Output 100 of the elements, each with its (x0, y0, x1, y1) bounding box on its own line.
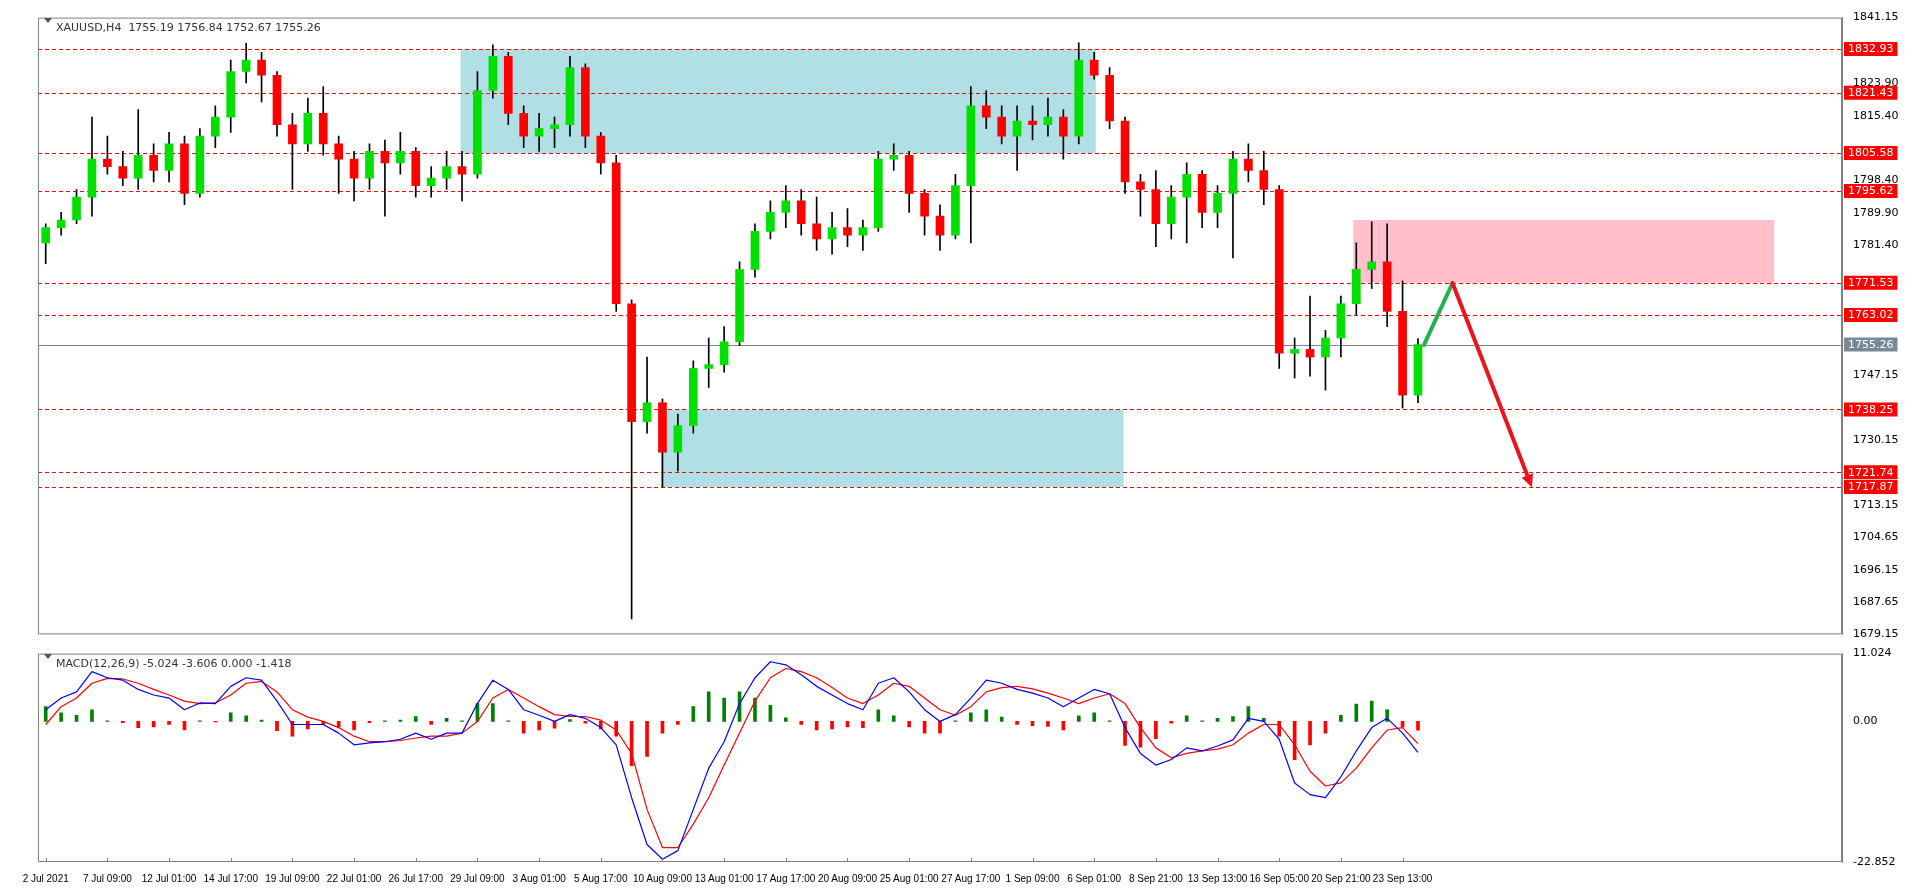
x-tick-label: 2 Jul 2021 (22, 872, 70, 884)
y-tick-label: 1815.40 (1853, 108, 1899, 122)
bar (691, 706, 696, 722)
x-tick-label: 13 Sep 13:00 (1187, 872, 1248, 884)
ref-line-label: 1805.58 (1848, 146, 1894, 160)
x-tick-label: 7 Jul 09:00 (82, 872, 133, 884)
x-tick-label: 25 Aug 01:00 (879, 872, 940, 884)
bar (1354, 703, 1359, 722)
ref-line-label: 1721.74 (1848, 465, 1894, 479)
ref-line-label: 1738.25 (1848, 402, 1894, 416)
ref-line-label: 1763.02 (1848, 308, 1894, 322)
x-tick-label: 14 Jul 17:00 (203, 872, 259, 884)
x-tick-label: 3 Aug 01:00 (512, 872, 567, 884)
x-tick-label: 12 Jul 01:00 (141, 872, 197, 884)
bar (938, 721, 942, 734)
ref-line-label: 1832.93 (1848, 42, 1894, 56)
ref-line-label: 1771.53 (1848, 276, 1894, 290)
y-tick-label: 1798.40 (1853, 173, 1899, 187)
bar (1046, 721, 1050, 727)
y-tick-label: 0.00 (1853, 714, 1878, 728)
y-tick-label: 1713.15 (1853, 497, 1899, 511)
candlestick (534, 113, 544, 152)
bar (275, 721, 279, 731)
ref-line-label: 1717.87 (1848, 480, 1894, 494)
x-tick-label: 1 Sep 09:00 (1005, 872, 1060, 884)
x-tick-label: 5 Aug 17:00 (574, 872, 628, 884)
candlestick (889, 143, 899, 171)
bar (861, 721, 865, 728)
bar (1308, 721, 1312, 746)
bar (1015, 721, 1019, 725)
ref-line-label: 1755.26 (1848, 337, 1894, 351)
y-tick-label: -22.852 (1853, 854, 1896, 868)
bar (783, 717, 788, 722)
bar (568, 719, 572, 722)
y-tick-label: 1730.15 (1853, 433, 1899, 447)
candlestick (1012, 105, 1022, 171)
bar (1076, 715, 1081, 722)
x-tick-label: 6 Sep 01:00 (1067, 872, 1122, 884)
bar (876, 709, 881, 722)
y-tick-label: 11.024 (1853, 646, 1892, 660)
y-tick-label: 1679.15 (1853, 627, 1899, 641)
bar (676, 721, 680, 725)
x-tick-label: 19 Jul 09:00 (265, 872, 321, 884)
bar (984, 709, 989, 722)
y-tick-label: 1781.40 (1853, 237, 1899, 251)
candlestick (1367, 221, 1377, 289)
x-tick-label: 20 Aug 09:00 (818, 872, 878, 884)
chart-title: XAUUSD,H4 1755.19 1756.84 1752.67 1755.26 (56, 20, 321, 34)
chart-title: MACD(12,26,9) -5.024 -3.606 0.000 -1.418 (56, 656, 292, 670)
bar (537, 721, 541, 731)
bar (614, 721, 619, 737)
y-tick-label: 1841.15 (1853, 10, 1899, 24)
ref-line-label: 1795.62 (1848, 184, 1894, 198)
bar (413, 716, 418, 722)
bar (491, 703, 495, 722)
x-tick-label: 10 Aug 09:00 (632, 872, 693, 884)
x-tick-label: 8 Sep 21:00 (1128, 872, 1184, 884)
y-tick-label: 1687.65 (1853, 594, 1899, 608)
bar (521, 721, 526, 734)
bar (830, 721, 834, 730)
bar (1092, 712, 1097, 722)
x-tick-label: 26 Jul 17:00 (388, 872, 444, 884)
bar (907, 721, 911, 728)
bar (228, 712, 233, 722)
x-tick-label: 16 Sep 05:00 (1249, 872, 1310, 884)
x-tick-label: 20 Sep 21:00 (1311, 872, 1372, 884)
bar (1339, 714, 1343, 722)
y-tick-label: 1696.15 (1853, 562, 1899, 576)
bar (645, 721, 649, 757)
bar (969, 712, 973, 722)
bar (1231, 716, 1235, 722)
y-tick-label: 1704.65 (1853, 530, 1899, 544)
bar (1416, 721, 1420, 731)
x-tick-label: 29 Jul 09:00 (450, 872, 506, 884)
y-tick-label: 1747.15 (1853, 368, 1899, 382)
bar (722, 697, 726, 722)
bar (90, 709, 94, 722)
bar (1169, 721, 1174, 724)
x-tick-label: 22 Jul 01:00 (326, 872, 382, 884)
ref-line-label: 1821.43 (1848, 86, 1894, 100)
bar (429, 721, 434, 725)
bar (59, 712, 63, 722)
bar (1154, 721, 1158, 739)
bar (1184, 715, 1189, 722)
bar (244, 715, 248, 722)
bar (891, 715, 896, 722)
bar (1277, 721, 1282, 737)
bar (136, 721, 141, 728)
candlestick (704, 337, 714, 388)
x-tick-label: 17 Aug 17:00 (756, 872, 816, 884)
bar (167, 721, 171, 725)
x-tick-label: 23 Sep 13:00 (1372, 872, 1433, 884)
bar (43, 706, 48, 722)
bar (999, 716, 1004, 722)
x-tick-label: 27 Aug 17:00 (941, 872, 1001, 884)
bar (706, 691, 711, 722)
bar (799, 721, 804, 725)
bar (583, 721, 588, 724)
x-tick-label: 13 Aug 01:00 (694, 872, 755, 884)
bar (1369, 700, 1374, 722)
